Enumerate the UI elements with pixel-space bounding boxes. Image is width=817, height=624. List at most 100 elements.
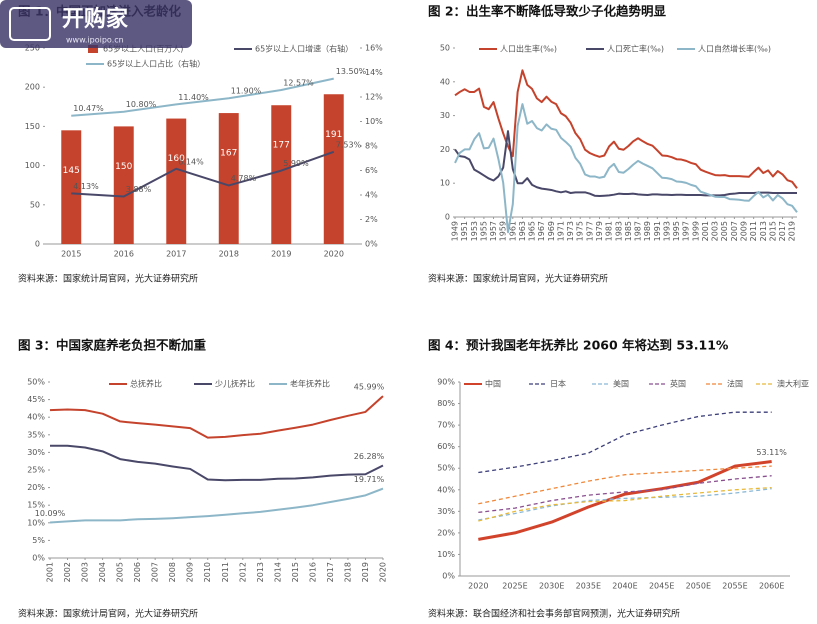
y-tick-label: 5% [32,536,45,545]
bar-value-label: 177 [273,141,290,151]
bar [166,118,187,244]
series-line [478,465,772,505]
x-tick-label: 2006 [133,562,142,582]
y-tick-label: 10% [27,518,45,527]
series-line [71,77,334,117]
x-tick-label: 2013 [759,221,768,241]
bar [61,130,82,244]
x-tick-label: 1967 [537,221,546,241]
x-tick-label: 2055E [722,582,747,591]
series-line [478,475,772,514]
x-tick-label: 1959 [499,221,508,241]
value-label: 6.14% [178,157,204,166]
x-tick-label: 2045E [649,582,674,591]
y2-tick-label: 0% [365,240,378,249]
y-tick-label: 0% [32,554,45,563]
y-tick-label: 150 [25,122,40,131]
y-tick-label: 100 [25,161,40,170]
value-label: 19.71% [354,475,385,484]
x-tick-label: 2011 [221,562,230,582]
y2-tick-label: 14% [365,68,383,77]
x-tick-label: 1951 [460,221,469,241]
y-tick-label: 10% [437,550,455,559]
legend-label: 澳大利亚 [777,379,809,389]
x-tick-label: 2018 [343,562,352,582]
legend-label: 人口死亡率(‰) [607,44,664,54]
legend-label: 65岁以上人口占比（右轴） [107,59,205,69]
x-tick-label: 2025E [502,582,527,591]
series-line [478,460,772,541]
series-line [478,486,772,522]
x-tick-label: 1955 [479,221,488,241]
watermark-icon [9,7,51,41]
chart-title: 图 2：出生率不断降低导致少子化趋势明显 [428,4,667,19]
x-tick-label: 2020 [468,582,488,591]
bar-value-label: 191 [325,130,342,140]
x-tick-label: 1997 [682,221,691,241]
value-label: 4.78% [231,174,257,183]
legend-swatch [88,45,98,53]
y-tick-label: 50% [27,378,45,387]
legend-label: 人口出生率(‰) [500,44,557,54]
legend-label: 法国 [727,379,743,389]
x-tick-label: 1991 [653,221,662,241]
y-tick-label: 0 [35,240,40,249]
x-tick-label: 2010 [203,562,212,582]
legend-label: 英国 [670,379,686,389]
x-tick-label: 2005 [116,562,125,582]
chart-title: 图 3：中国家庭养老负担不断加重 [18,338,207,353]
y-tick-label: 10 [440,179,450,188]
y-tick-label: 20% [437,528,455,537]
x-tick-label: 2018 [219,250,239,259]
source-note: 资料来源：国家统计局官网，光大证券研究所 [18,273,198,285]
y2-tick-label: 16% [365,44,383,53]
watermark-box [0,0,192,48]
y-tick-label: 200 [25,83,40,92]
y2-tick-label: 8% [365,142,378,151]
series-line [50,444,384,482]
bar [113,126,134,244]
x-tick-label: 1977 [585,221,594,241]
series-line [71,150,335,198]
x-tick-label: 1981 [605,221,614,241]
x-tick-label: 2008 [168,562,177,582]
x-tick-label: 1961 [508,221,517,241]
x-tick-label: 1963 [518,221,527,241]
x-tick-label: 2003 [81,562,90,582]
x-tick-label: 1983 [614,221,623,241]
value-label: 7.53% [336,140,362,149]
value-label: 13.50% [336,67,367,76]
x-tick-label: 2002 [63,562,72,582]
y2-tick-label: 12% [365,93,383,102]
x-tick-label: 1995 [672,221,681,241]
x-tick-label: 2005 [720,221,729,241]
bar-value-label: 145 [63,166,80,176]
x-tick-label: 2011 [749,221,758,241]
x-tick-label: 2003 [711,221,720,241]
y2-tick-label: 2% [365,215,378,224]
bar [271,105,292,245]
x-tick-label: 2009 [740,221,749,241]
x-tick-label: 1971 [556,221,565,241]
x-tick-label: 2013 [256,562,265,582]
x-tick-label: 2019 [788,221,797,241]
x-tick-label: 1949 [451,221,460,241]
y2-tick-label: 4% [365,191,378,200]
y-tick-label: 25% [27,466,45,475]
x-tick-label: 2009 [186,562,195,582]
source-note: 资料来源：联合国经济和社会事务部官网预测，光大证券研究所 [428,608,680,620]
y-tick-label: 15% [27,501,45,510]
series-line [49,487,384,524]
value-label: 12.57% [283,79,314,88]
x-tick-label: 1999 [691,221,700,241]
x-tick-label: 2004 [98,562,107,582]
y-tick-label: 20 [440,145,450,154]
x-tick-label: 2014 [273,562,282,582]
legend-label: 美国 [613,379,629,389]
x-tick-label: 2012 [238,562,247,582]
watermark-logo: 开购家 [62,6,129,32]
x-tick-label: 2050E [686,582,711,591]
